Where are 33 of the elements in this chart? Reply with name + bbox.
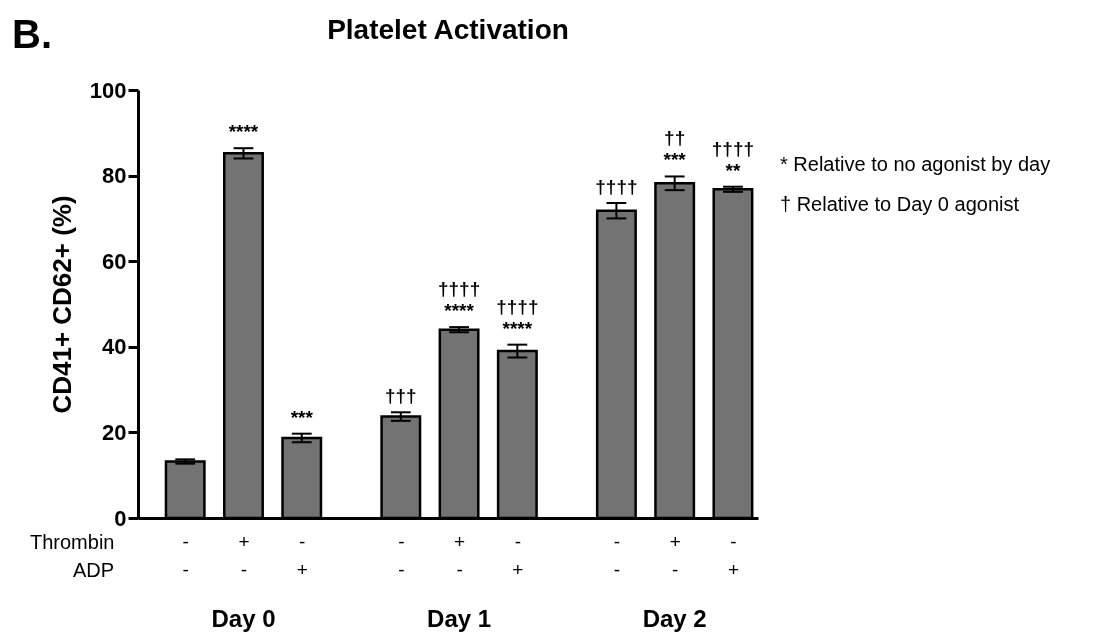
x-tick-label: - +: [296, 530, 308, 580]
chart-title: Platelet Activation: [327, 14, 569, 45]
x-tick-label: + -: [238, 530, 250, 580]
data-label: ***: [290, 406, 314, 428]
text: Day 1: [427, 605, 492, 633]
data-label: ****: [228, 121, 259, 143]
text: Day 0: [211, 605, 276, 633]
text: Thrombin: [30, 531, 115, 554]
y-tick-label: 0: [114, 505, 127, 531]
y-tick-label: 100: [89, 77, 127, 103]
y-tick-label: 80: [102, 163, 127, 189]
data-label: †††: [384, 385, 417, 407]
data-label: †††† ****: [437, 278, 481, 322]
y-tick-label: 40: [102, 334, 127, 360]
text: * Relative to no agonist by day: [780, 153, 1051, 176]
x-tick-label: + -: [454, 530, 466, 580]
x-tick-label: - -: [398, 530, 405, 580]
x-tick-label: + -: [669, 530, 681, 580]
data-label: †† ***: [663, 127, 687, 171]
text: B.: [12, 12, 52, 57]
x-tick-label: - +: [727, 530, 739, 580]
data-label: ††††: [595, 175, 638, 197]
text: ADP: [73, 559, 115, 582]
x-tick-label: - -: [182, 530, 189, 580]
data-label: †††† ****: [496, 295, 539, 339]
text: Day 2: [642, 605, 707, 633]
x-tick-label: - -: [613, 530, 621, 580]
text: † Relative to Day 0 agonist: [780, 193, 1020, 216]
y-axis-title: CD41+ CD62+ (%): [46, 195, 77, 414]
x-tick-label: - +: [512, 530, 524, 580]
data-label: †††† **: [711, 137, 755, 181]
y-tick-label: 20: [102, 419, 127, 445]
y-tick-label: 60: [102, 248, 127, 274]
